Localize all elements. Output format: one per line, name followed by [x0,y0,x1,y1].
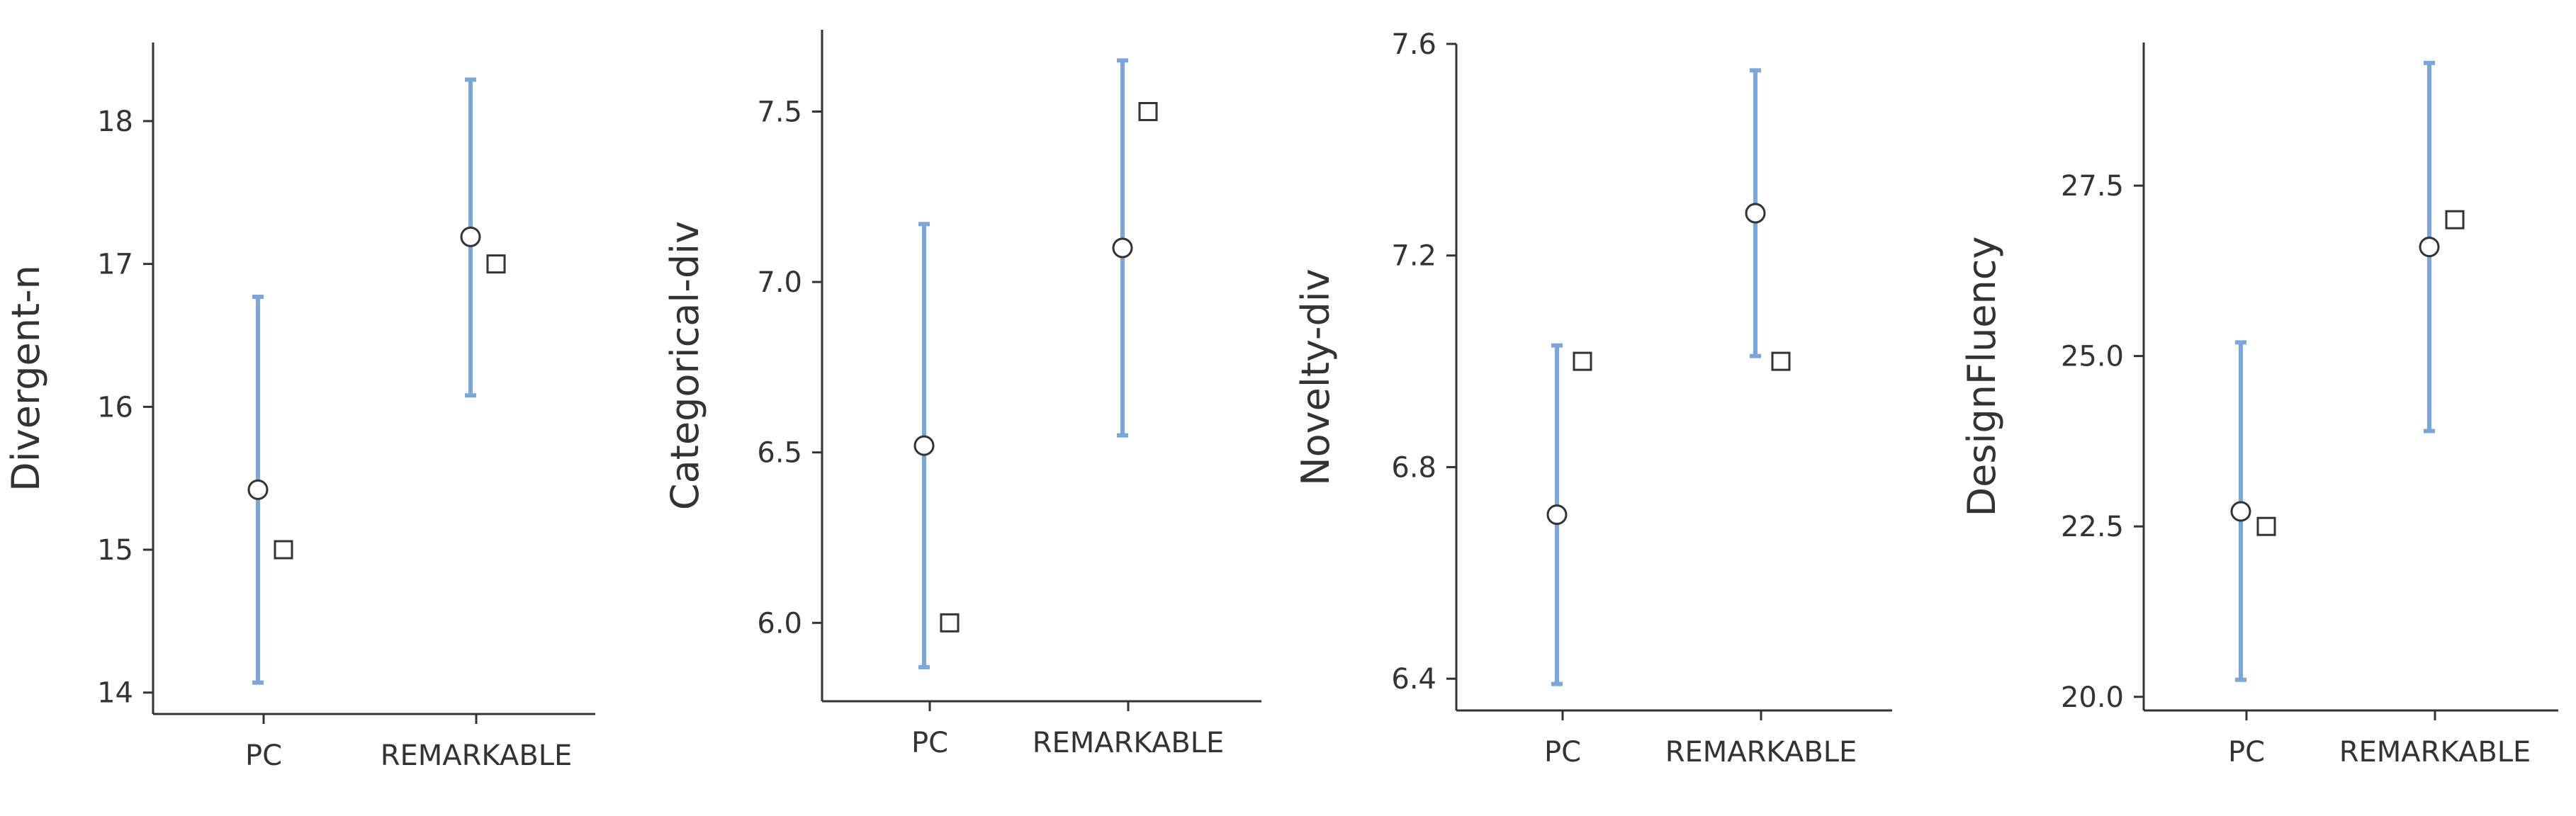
y-axis-label: Novelty-div [1293,268,1338,486]
x-tick-label: PC [2228,736,2265,769]
y-axis-label: Categorical-div [663,221,707,510]
novelty-div-panel: 6.4 6.8 7.2 7.6 PC REMARKABLE Novelty-div [1293,28,1892,769]
square-marker [1573,351,1592,371]
y-tick-label: 6.8 [1391,451,1436,484]
square-marker [1771,351,1791,371]
x-tick-label: REMARKABLE [1033,727,1225,759]
x-tick-label: REMARKABLE [381,740,573,772]
y-tick-label: 17 [97,249,133,281]
y-tick-label: 6.0 [757,607,802,640]
square-marker [940,613,960,633]
x-tick-label: PC [911,727,948,759]
square-marker [1138,101,1158,121]
y-tick-label: 18 [97,106,133,138]
circle-marker [1112,237,1133,259]
y-tick-label: 7.6 [1391,28,1436,61]
categorical-div-panel: 6.0 6.5 7.0 7.5 PC REMARKABLE Categorical-div [663,30,1261,759]
circle-marker [247,479,269,500]
y-tick-label: 6.5 [757,437,802,470]
y-tick-label: 27.5 [2061,170,2124,203]
y-tick-label: 6.4 [1391,663,1436,696]
x-tick-label: REMARKABLE [1665,736,1857,769]
circle-marker [913,435,935,456]
y-tick-label: 7.5 [757,96,802,128]
divergent-n-panel: 14 15 16 17 18 PC REMARKABLE Divergent-n [4,42,595,772]
y-tick-label: 16 [97,391,133,424]
y-tick-label: 7.0 [757,266,802,299]
circle-marker [2230,501,2251,522]
x-tick-label: PC [245,740,282,772]
y-tick-label: 15 [97,534,133,567]
y-axis-label: Divergent-n [4,265,48,492]
y-tick-label: 22.5 [2061,511,2124,543]
square-marker [2445,210,2465,230]
circle-marker [1745,203,1766,224]
circle-marker [1546,504,1568,526]
circle-marker [2419,237,2440,258]
square-marker [274,540,293,560]
y-axis-label: DesignFluency [1959,237,2004,517]
y-tick-label: 14 [97,677,133,710]
circle-marker [460,226,481,247]
x-tick-label: PC [1544,736,1581,769]
y-tick-label: 7.2 [1391,240,1436,273]
design-fluency-panel: 20.0 22.5 25.0 27.5 PC REMARKABLE DesignFluenc… [1959,42,2558,769]
square-marker [2256,516,2276,536]
y-tick-label: 20.0 [2061,681,2124,714]
square-marker [486,254,506,274]
y-tick-label: 25.0 [2061,341,2124,373]
x-tick-label: REMARKABLE [2339,736,2531,769]
